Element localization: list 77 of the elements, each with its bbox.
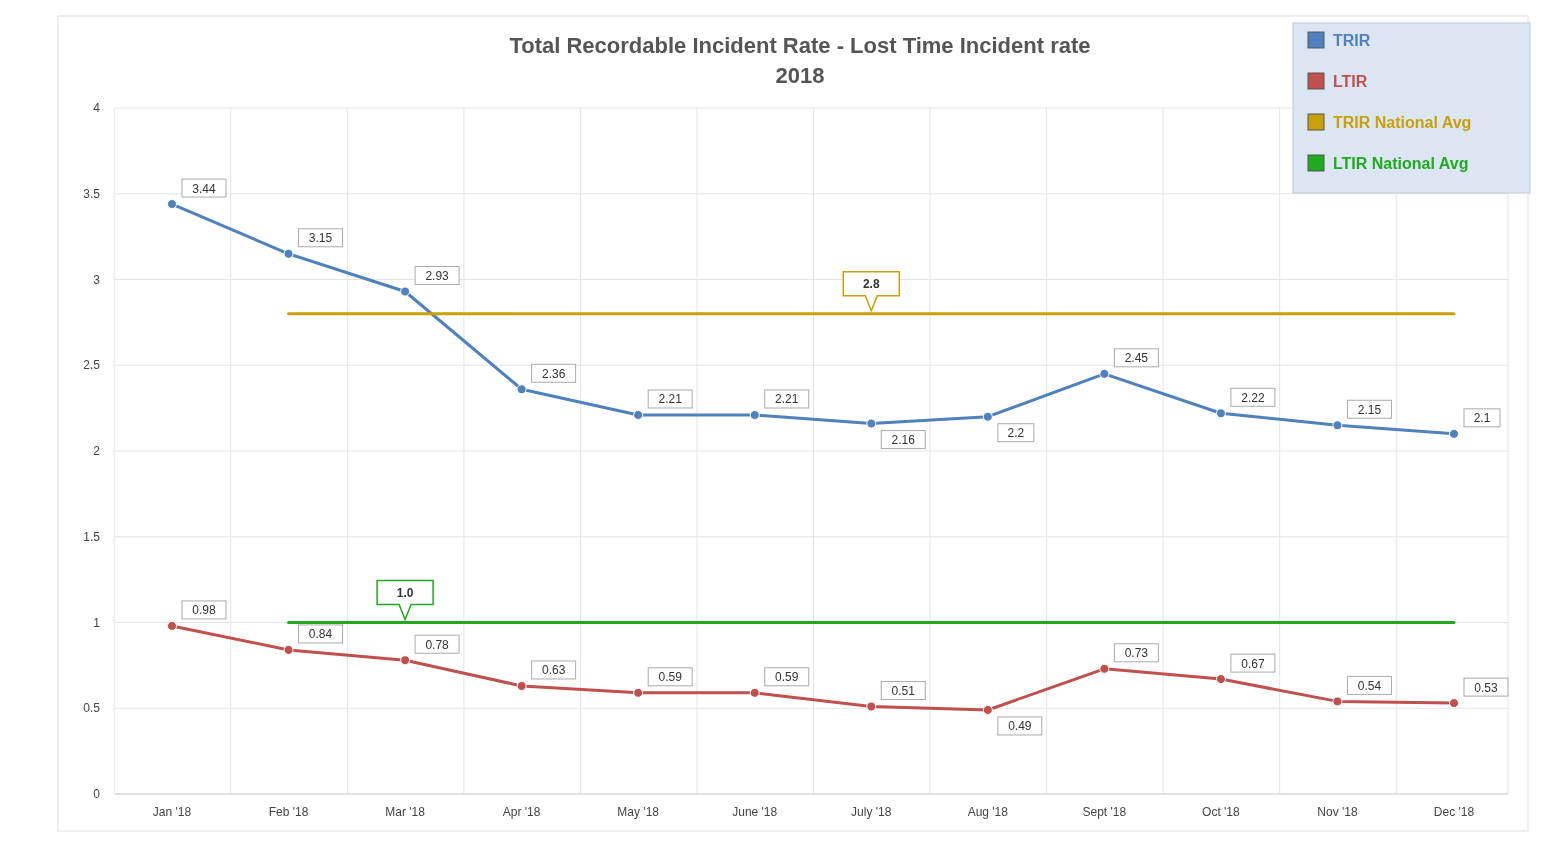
data-label: 0.54 (1357, 678, 1382, 693)
x-tick-label: June '18 (732, 805, 778, 819)
data-label: 0.84 (308, 627, 333, 642)
legend-label: TRIR National Avg (1333, 114, 1472, 131)
y-tick-label: 2.5 (83, 358, 101, 373)
x-tick-label: Nov '18 (1317, 805, 1358, 819)
y-tick-label: 2 (93, 444, 101, 458)
point (1449, 428, 1459, 439)
point (982, 411, 993, 422)
point (1099, 663, 1110, 674)
data-label: 0.59 (775, 670, 799, 685)
point (400, 655, 411, 666)
data-label: 2.2 (1007, 426, 1025, 441)
point (866, 418, 877, 429)
data-label: 0.53 (1474, 680, 1498, 695)
x-tick-label: Feb '18 (268, 805, 309, 819)
point (283, 644, 294, 655)
point (749, 687, 760, 698)
data-label: 0.73 (1124, 646, 1149, 661)
y-tick-label: 0 (93, 787, 101, 801)
data-label: 2.93 (425, 269, 450, 284)
point (516, 384, 527, 395)
data-label: 1.0 (396, 586, 414, 600)
data-label: 3.44 (192, 181, 216, 196)
point (1099, 368, 1110, 379)
point (283, 248, 294, 259)
data-label: 2.1 (1473, 411, 1491, 426)
point (1215, 674, 1226, 685)
data-label: 0.78 (425, 637, 450, 652)
data-label: 2.22 (1241, 390, 1265, 405)
x-tick-label: Oct '18 (1202, 805, 1241, 819)
y-tick-label: 0.5 (83, 701, 101, 716)
x-tick-label: Aug '18 (967, 805, 1009, 819)
x-tick-label: Jan '18 (152, 805, 192, 819)
x-tick-label: July '18 (851, 805, 892, 819)
data-label: 0.49 (1008, 719, 1032, 734)
point (749, 409, 760, 420)
point (167, 199, 177, 210)
point (1332, 696, 1343, 707)
point (516, 680, 527, 691)
legend-label: LTIR (1333, 73, 1368, 90)
y-tick-label: 1 (93, 615, 101, 630)
point (866, 701, 877, 712)
data-label: 2.8 (862, 277, 880, 292)
y-tick-label: 3.5 (83, 186, 101, 201)
point (633, 687, 644, 698)
chart-title: Total Recordable Incident Rate - Lost Time Incident rate (509, 33, 1091, 58)
data-label: 3.15 (308, 231, 333, 246)
y-tick-label: 4 (93, 101, 101, 115)
data-label: 2.36 (541, 366, 566, 381)
data-label: 0.98 (192, 603, 216, 618)
x-tick-label: Mar '18 (385, 805, 426, 819)
data-label: 2.15 (1357, 402, 1382, 417)
point (1332, 420, 1343, 431)
data-label: 2.21 (775, 392, 799, 407)
data-label: 0.67 (1241, 656, 1265, 671)
point (400, 286, 411, 297)
x-tick-label: Dec '18 (1433, 805, 1475, 819)
point (1215, 408, 1226, 419)
legend-label: LTIR National Avg (1333, 155, 1469, 172)
point (633, 409, 644, 420)
data-label: 0.51 (891, 684, 916, 699)
point (167, 620, 177, 631)
x-tick-label: Apr '18 (502, 805, 541, 819)
data-label: 2.45 (1124, 351, 1149, 366)
x-tick-label: May '18 (617, 805, 660, 819)
point (982, 704, 993, 715)
data-label: 2.21 (658, 392, 683, 407)
point (1449, 698, 1459, 709)
legend-label: TRIR (1333, 32, 1371, 49)
chart-subtitle: 2018 (775, 63, 825, 88)
data-label: 2.16 (891, 433, 916, 448)
data-label: 0.63 (541, 663, 566, 678)
y-tick-label: 1.5 (83, 529, 101, 544)
x-tick-label: Sept '18 (1082, 805, 1127, 819)
data-label: 0.59 (658, 670, 683, 685)
y-tick-label: 3 (93, 272, 101, 287)
